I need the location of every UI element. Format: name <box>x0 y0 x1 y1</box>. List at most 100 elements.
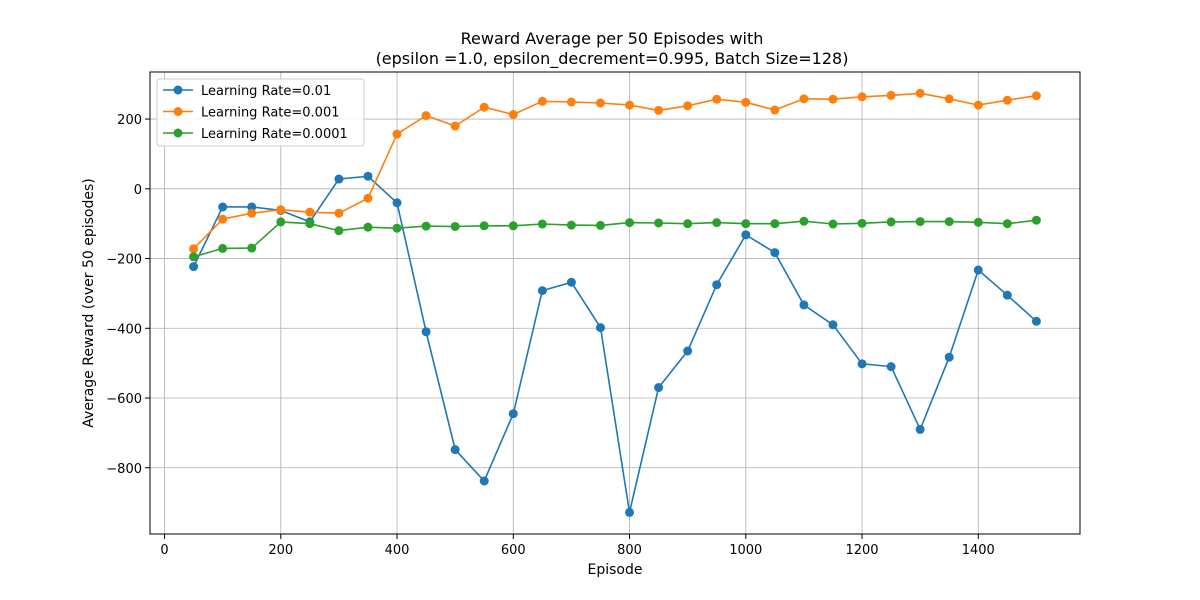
data-point <box>392 198 402 208</box>
data-point <box>973 265 983 275</box>
data-point <box>1002 290 1012 300</box>
data-point <box>915 217 925 227</box>
data-point <box>450 445 460 455</box>
data-point <box>1031 316 1041 326</box>
data-point <box>857 218 867 228</box>
data-point <box>683 346 693 356</box>
data-point <box>508 409 518 419</box>
data-point <box>247 243 257 253</box>
data-point <box>450 121 460 131</box>
data-point <box>741 230 751 240</box>
series-group <box>189 88 1041 517</box>
data-point <box>508 221 518 231</box>
data-point <box>595 323 605 333</box>
data-point <box>915 424 925 434</box>
x-tick-label: 0 <box>160 543 168 558</box>
data-point <box>450 221 460 231</box>
data-point <box>625 218 635 228</box>
data-point <box>392 129 402 139</box>
data-point <box>654 218 664 228</box>
data-point <box>799 216 809 226</box>
data-point <box>392 223 402 233</box>
data-point <box>712 94 722 104</box>
data-point <box>712 218 722 228</box>
data-point <box>508 110 518 120</box>
data-point <box>1002 219 1012 229</box>
data-point <box>334 208 344 218</box>
data-point <box>828 320 838 330</box>
data-point <box>595 220 605 230</box>
data-point <box>479 221 489 231</box>
series-1 <box>189 171 1041 517</box>
x-tick-label: 800 <box>617 543 642 558</box>
data-point <box>770 105 780 115</box>
data-point <box>857 359 867 369</box>
x-tick-label: 1000 <box>729 543 762 558</box>
data-point <box>944 94 954 104</box>
data-point <box>625 507 635 517</box>
axis-ticks: 0 200 400 600 800 1000 1200 1400 −800 −600 −400 −20… <box>106 113 995 558</box>
legend-item: Learning Rate=0.0001 <box>163 127 348 142</box>
data-point <box>276 217 286 227</box>
x-tick-label: 1400 <box>962 543 995 558</box>
legend-label: Learning Rate=0.0001 <box>201 127 348 142</box>
data-point <box>566 220 576 230</box>
legend-item: Learning Rate=0.001 <box>163 106 340 121</box>
data-point <box>218 202 228 212</box>
data-point <box>479 102 489 112</box>
data-point <box>973 217 983 227</box>
y-tick-label: −800 <box>106 462 142 477</box>
data-point <box>944 352 954 362</box>
data-point <box>799 300 809 310</box>
data-point <box>247 208 257 218</box>
data-point <box>944 217 954 227</box>
data-point <box>857 92 867 102</box>
data-point <box>247 202 257 212</box>
data-point <box>683 101 693 111</box>
data-point <box>189 262 199 272</box>
x-tick-label: 200 <box>268 543 293 558</box>
data-point <box>886 217 896 227</box>
data-point <box>654 105 664 115</box>
data-point <box>537 219 547 229</box>
series-3 <box>189 215 1041 262</box>
data-point <box>421 111 431 121</box>
data-point <box>334 226 344 236</box>
data-point <box>741 219 751 229</box>
series-line <box>192 175 1037 513</box>
data-point <box>421 327 431 337</box>
data-point <box>537 96 547 106</box>
data-point <box>537 286 547 296</box>
data-point <box>595 98 605 108</box>
legend-label: Learning Rate=0.001 <box>201 106 340 121</box>
legend-item: Learning Rate=0.01 <box>163 84 331 99</box>
data-point <box>1002 95 1012 105</box>
legend-label: Learning Rate=0.01 <box>201 84 331 99</box>
data-point <box>566 97 576 107</box>
data-point <box>363 222 373 232</box>
data-point <box>741 97 751 107</box>
legend-box <box>156 78 365 147</box>
data-point <box>189 244 199 254</box>
data-point <box>625 100 635 110</box>
data-point <box>828 94 838 104</box>
series-2 <box>189 88 1041 254</box>
data-point <box>421 221 431 231</box>
legend: Learning Rate=0.01 Learning Rate=0.001 Lea… <box>156 78 365 147</box>
data-point <box>770 248 780 258</box>
grid <box>150 72 1080 534</box>
x-tick-label: 600 <box>501 543 526 558</box>
data-point <box>770 219 780 229</box>
data-point <box>218 214 228 224</box>
series-line <box>193 92 1037 250</box>
data-point <box>363 193 373 203</box>
x-tick-label: 400 <box>385 543 410 558</box>
data-point <box>276 205 286 215</box>
data-point <box>305 207 315 217</box>
plot-frame <box>149 71 1081 535</box>
data-point <box>218 243 228 253</box>
data-point <box>334 174 344 184</box>
data-point <box>828 219 838 229</box>
y-tick-label: −400 <box>106 322 142 337</box>
